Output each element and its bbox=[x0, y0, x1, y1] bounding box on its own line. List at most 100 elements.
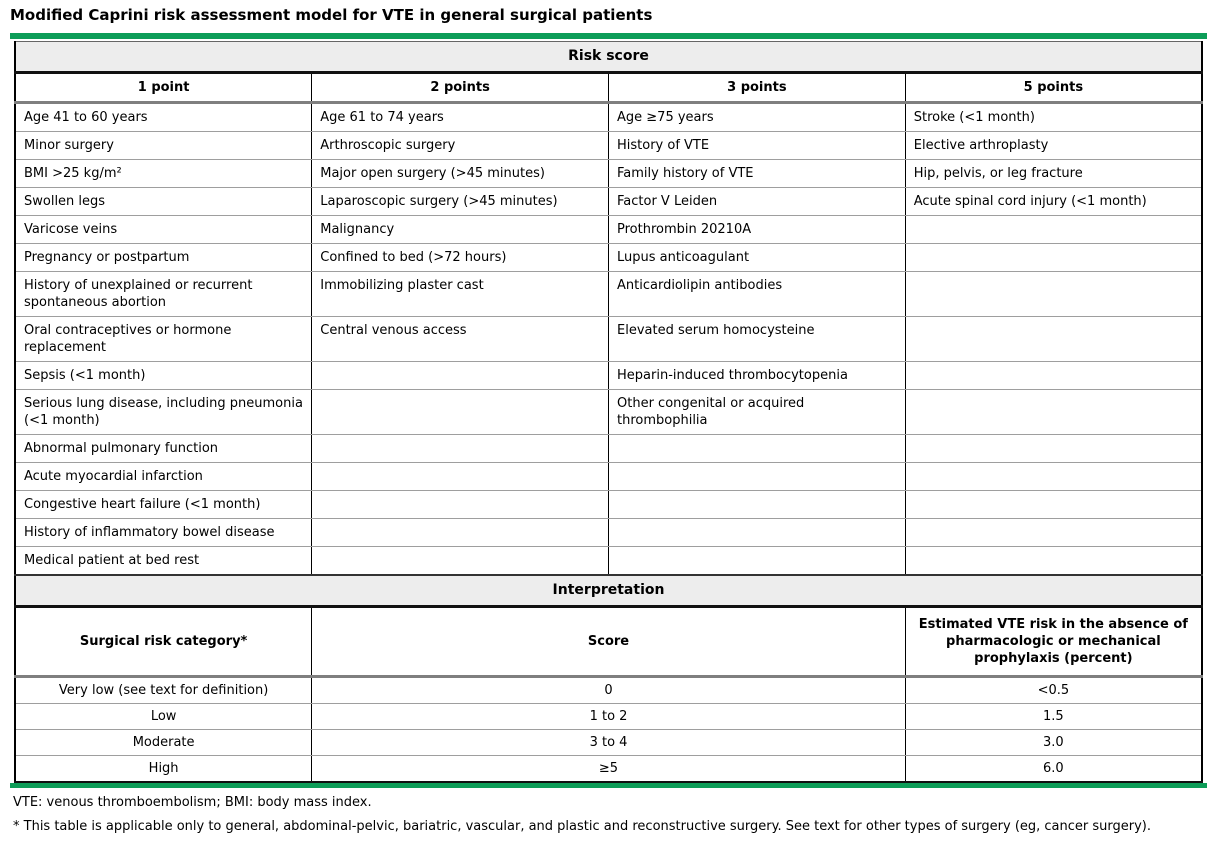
risk-cell: BMI >25 kg/m² bbox=[14, 159, 313, 188]
risk-cell: Age 61 to 74 years bbox=[311, 102, 609, 132]
interp-cell: Low bbox=[14, 703, 313, 730]
risk-cell bbox=[904, 518, 1203, 547]
risk-cell: Arthroscopic surgery bbox=[311, 131, 609, 160]
page-title: Modified Caprini risk assessment model f… bbox=[10, 6, 653, 24]
risk-cell: Age ≥75 years bbox=[608, 102, 906, 132]
interp-cell: 0 bbox=[311, 676, 906, 704]
table-row: Medical patient at bed rest bbox=[14, 546, 1203, 576]
points-header-2: 2 points bbox=[311, 72, 609, 104]
footnotes: VTE: venous thromboembolism; BMI: body m… bbox=[13, 794, 1207, 835]
table-row: Congestive heart failure (<1 month) bbox=[14, 490, 1203, 519]
risk-cell: Immobilizing plaster cast bbox=[311, 271, 609, 317]
interp-cell: High bbox=[14, 755, 313, 783]
risk-cell: Swollen legs bbox=[14, 187, 313, 216]
table-row: Minor surgery Arthroscopic surgery Histo… bbox=[14, 131, 1203, 160]
footnote-asterisk: * This table is applicable only to gener… bbox=[13, 819, 1152, 834]
interpretation-section-bar: Interpretation bbox=[15, 574, 1202, 608]
risk-cell bbox=[904, 271, 1203, 317]
table-row: Low 1 to 2 1.5 bbox=[14, 703, 1203, 730]
risk-cell bbox=[311, 462, 609, 491]
points-header-1: 1 point bbox=[14, 72, 313, 104]
risk-cell: Elective arthroplasty bbox=[904, 131, 1203, 160]
risk-cell: Hip, pelvis, or leg fracture bbox=[904, 159, 1203, 188]
risk-cell bbox=[904, 316, 1203, 362]
risk-cell bbox=[311, 518, 609, 547]
risk-cell bbox=[904, 389, 1203, 435]
risk-cell: Heparin-induced thrombocytopenia bbox=[608, 361, 906, 390]
risk-cell bbox=[904, 546, 1203, 576]
risk-cell: Malignancy bbox=[311, 215, 609, 244]
risk-cell bbox=[608, 490, 906, 519]
interp-cell: ≥5 bbox=[311, 755, 906, 783]
table-row: BMI >25 kg/m² Major open surgery (>45 mi… bbox=[14, 159, 1203, 188]
risk-cell bbox=[904, 490, 1203, 519]
table-row: Sepsis (<1 month) Heparin-induced thromb… bbox=[14, 361, 1203, 390]
risk-cell: Lupus anticoagulant bbox=[608, 243, 906, 272]
points-header-5: 5 points bbox=[904, 72, 1203, 104]
points-header-row: 1 point 2 points 3 points 5 points bbox=[14, 72, 1203, 104]
risk-cell: Acute spinal cord injury (<1 month) bbox=[904, 187, 1203, 216]
table-row: Moderate 3 to 4 3.0 bbox=[14, 729, 1203, 756]
table-row: Oral contraceptives or hormone replaceme… bbox=[14, 316, 1203, 362]
interp-cell: 1.5 bbox=[904, 703, 1203, 730]
risk-cell: Pregnancy or postpartum bbox=[14, 243, 313, 272]
table-row: Age 41 to 60 years Age 61 to 74 years Ag… bbox=[14, 102, 1203, 132]
risk-cell bbox=[608, 518, 906, 547]
points-header-3: 3 points bbox=[608, 72, 906, 104]
interp-cell: 1 to 2 bbox=[311, 703, 906, 730]
risk-cell: Confined to bed (>72 hours) bbox=[311, 243, 609, 272]
accent-bar-bottom bbox=[10, 783, 1207, 788]
interp-header-risk: Estimated VTE risk in the absence of pha… bbox=[904, 606, 1203, 678]
interpretation-section-title: Interpretation bbox=[15, 574, 1202, 608]
table-row: Swollen legs Laparoscopic surgery (>45 m… bbox=[14, 187, 1203, 216]
accent-bar-top bbox=[10, 33, 1207, 39]
caprini-table-container: Risk score 1 point 2 points 3 points 5 p… bbox=[14, 41, 1203, 783]
interpretation-header-row: Surgical risk category* Score Estimated … bbox=[14, 606, 1203, 678]
table-row: History of inflammatory bowel disease bbox=[14, 518, 1203, 547]
risk-cell: Central venous access bbox=[311, 316, 609, 362]
risk-cell bbox=[311, 490, 609, 519]
interp-cell: 6.0 bbox=[904, 755, 1203, 783]
footnote-abbreviations: VTE: venous thromboembolism; BMI: body m… bbox=[13, 795, 372, 810]
table-row: Acute myocardial infarction bbox=[14, 462, 1203, 491]
interp-cell: Moderate bbox=[14, 729, 313, 756]
table-row: Very low (see text for definition) 0 <0.… bbox=[14, 676, 1203, 704]
caprini-risk-table: Risk score 1 point 2 points 3 points 5 p… bbox=[14, 41, 1203, 783]
interp-header-score: Score bbox=[311, 606, 906, 678]
table-row: Abnormal pulmonary function bbox=[14, 434, 1203, 463]
risk-cell: Oral contraceptives or hormone replaceme… bbox=[14, 316, 313, 362]
interp-cell: 3 to 4 bbox=[311, 729, 906, 756]
table-row: Serious lung disease, including pneumoni… bbox=[14, 389, 1203, 435]
risk-cell: Factor V Leiden bbox=[608, 187, 906, 216]
interp-cell: Very low (see text for definition) bbox=[14, 676, 313, 704]
risk-cell: Minor surgery bbox=[14, 131, 313, 160]
risk-cell: Acute myocardial infarction bbox=[14, 462, 313, 491]
risk-score-section-title: Risk score bbox=[15, 41, 1202, 74]
risk-cell: Prothrombin 20210A bbox=[608, 215, 906, 244]
risk-cell bbox=[608, 434, 906, 463]
risk-cell: Varicose veins bbox=[14, 215, 313, 244]
risk-cell bbox=[311, 389, 609, 435]
risk-cell: Sepsis (<1 month) bbox=[14, 361, 313, 390]
risk-cell: Serious lung disease, including pneumoni… bbox=[14, 389, 313, 435]
risk-cell bbox=[311, 434, 609, 463]
risk-cell: Abnormal pulmonary function bbox=[14, 434, 313, 463]
risk-cell: Medical patient at bed rest bbox=[14, 546, 313, 576]
risk-cell: Stroke (<1 month) bbox=[904, 102, 1203, 132]
risk-cell bbox=[904, 215, 1203, 244]
risk-cell: Age 41 to 60 years bbox=[14, 102, 313, 132]
risk-cell: Family history of VTE bbox=[608, 159, 906, 188]
table-row: Varicose veins Malignancy Prothrombin 20… bbox=[14, 215, 1203, 244]
risk-cell: Major open surgery (>45 minutes) bbox=[311, 159, 609, 188]
risk-cell: History of VTE bbox=[608, 131, 906, 160]
risk-cell: Laparoscopic surgery (>45 minutes) bbox=[311, 187, 609, 216]
table-row: Pregnancy or postpartum Confined to bed … bbox=[14, 243, 1203, 272]
risk-cell: Congestive heart failure (<1 month) bbox=[14, 490, 313, 519]
table-row: History of unexplained or recurrent spon… bbox=[14, 271, 1203, 317]
risk-cell: History of unexplained or recurrent spon… bbox=[14, 271, 313, 317]
risk-cell: History of inflammatory bowel disease bbox=[14, 518, 313, 547]
risk-cell bbox=[904, 434, 1203, 463]
risk-cell: Other congenital or acquired thrombophil… bbox=[608, 389, 906, 435]
risk-cell bbox=[904, 361, 1203, 390]
